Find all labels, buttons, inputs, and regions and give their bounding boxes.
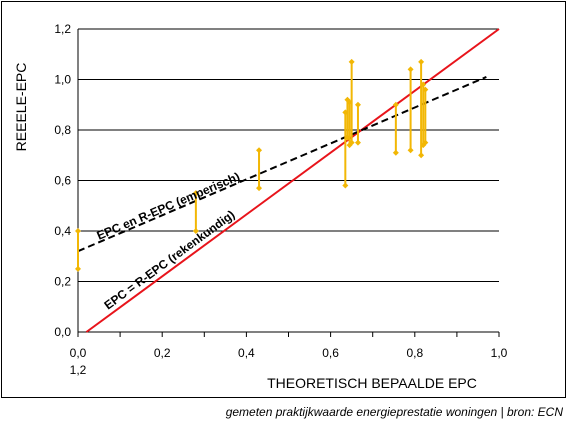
- theoretical-line: [85, 28, 500, 333]
- range-bar: [418, 58, 425, 159]
- range-endpoint: [256, 185, 263, 192]
- x-tick-label: 0,4: [238, 346, 255, 360]
- x-tick-label: 0,2: [154, 346, 171, 360]
- range-bar: [422, 86, 429, 146]
- range-endpoint: [392, 101, 399, 108]
- range-endpoint: [418, 58, 425, 65]
- empirical-line: [77, 76, 487, 253]
- range-bar: [354, 101, 361, 146]
- range-endpoint: [420, 81, 427, 88]
- range-endpoint: [354, 101, 361, 108]
- line-labels: EPC = R-EPC (rekenkundig)EPC en R-EPC (e…: [95, 169, 242, 312]
- range-endpoint: [354, 139, 361, 146]
- range-endpoint: [348, 139, 355, 146]
- y-tick-label: 0,8: [54, 123, 71, 137]
- chart-frame: 0,0 0,2 0,4 0,6 0,8 1,0 1,2 0,0 0,2 0,4 0,6 0,8 1,0…: [1, 1, 566, 398]
- chart-plot: 0,0 0,2 0,4 0,6 0,8 1,0 1,2 0,0 0,2 0,4 0,6 0,8 1,0…: [13, 22, 508, 391]
- range-endpoint: [75, 265, 81, 272]
- range-bar: [75, 228, 81, 272]
- measurement-ranges: [75, 58, 429, 272]
- range-bar: [348, 58, 355, 146]
- trend-lines: [77, 28, 500, 333]
- range-endpoint: [75, 228, 81, 234]
- x-tick-label-extra: 1,2: [70, 363, 87, 377]
- y-tick-label: 0,2: [54, 275, 71, 289]
- y-tick-label: 1,0: [54, 73, 71, 87]
- y-tick-label: 0,0: [54, 325, 71, 339]
- range-endpoint: [422, 86, 429, 93]
- x-tick-label: 0,6: [322, 346, 339, 360]
- range-endpoint: [392, 149, 399, 156]
- range-bar: [192, 190, 199, 234]
- x-tick-labels: 0,0 0,2 0,4 0,6 0,8 1,0 1,2: [70, 346, 508, 377]
- source-note: gemeten praktijkwaarde energieprestatie …: [225, 405, 563, 419]
- y-tick-label: 1,2: [54, 22, 71, 36]
- range-endpoint: [348, 58, 355, 65]
- y-tick-labels: 0,0 0,2 0,4 0,6 0,8 1,0 1,2: [54, 22, 71, 339]
- range-bar: [392, 101, 399, 156]
- x-axis-title: THEORETISCH BEPAALDE EPC: [267, 375, 477, 391]
- y-axis-title: REEELE-EPC: [13, 63, 29, 152]
- y-tick-label: 0,4: [54, 224, 71, 238]
- range-endpoint: [192, 228, 199, 234]
- range-endpoint: [256, 147, 263, 154]
- range-endpoint: [407, 66, 414, 73]
- range-endpoint: [422, 139, 429, 146]
- y-tick-label: 0,6: [54, 174, 71, 188]
- range-bar: [407, 66, 414, 154]
- range-endpoint: [192, 190, 199, 197]
- range-endpoint: [342, 182, 349, 189]
- range-bar: [256, 147, 263, 192]
- x-tick-label: 0,8: [406, 346, 423, 360]
- gridlines: [77, 28, 500, 337]
- range-endpoint: [418, 152, 425, 159]
- range-bar: [342, 109, 349, 189]
- range-endpoint: [407, 147, 414, 154]
- x-tick-label: 1,0: [491, 346, 508, 360]
- x-tick-label: 0,0: [70, 346, 87, 360]
